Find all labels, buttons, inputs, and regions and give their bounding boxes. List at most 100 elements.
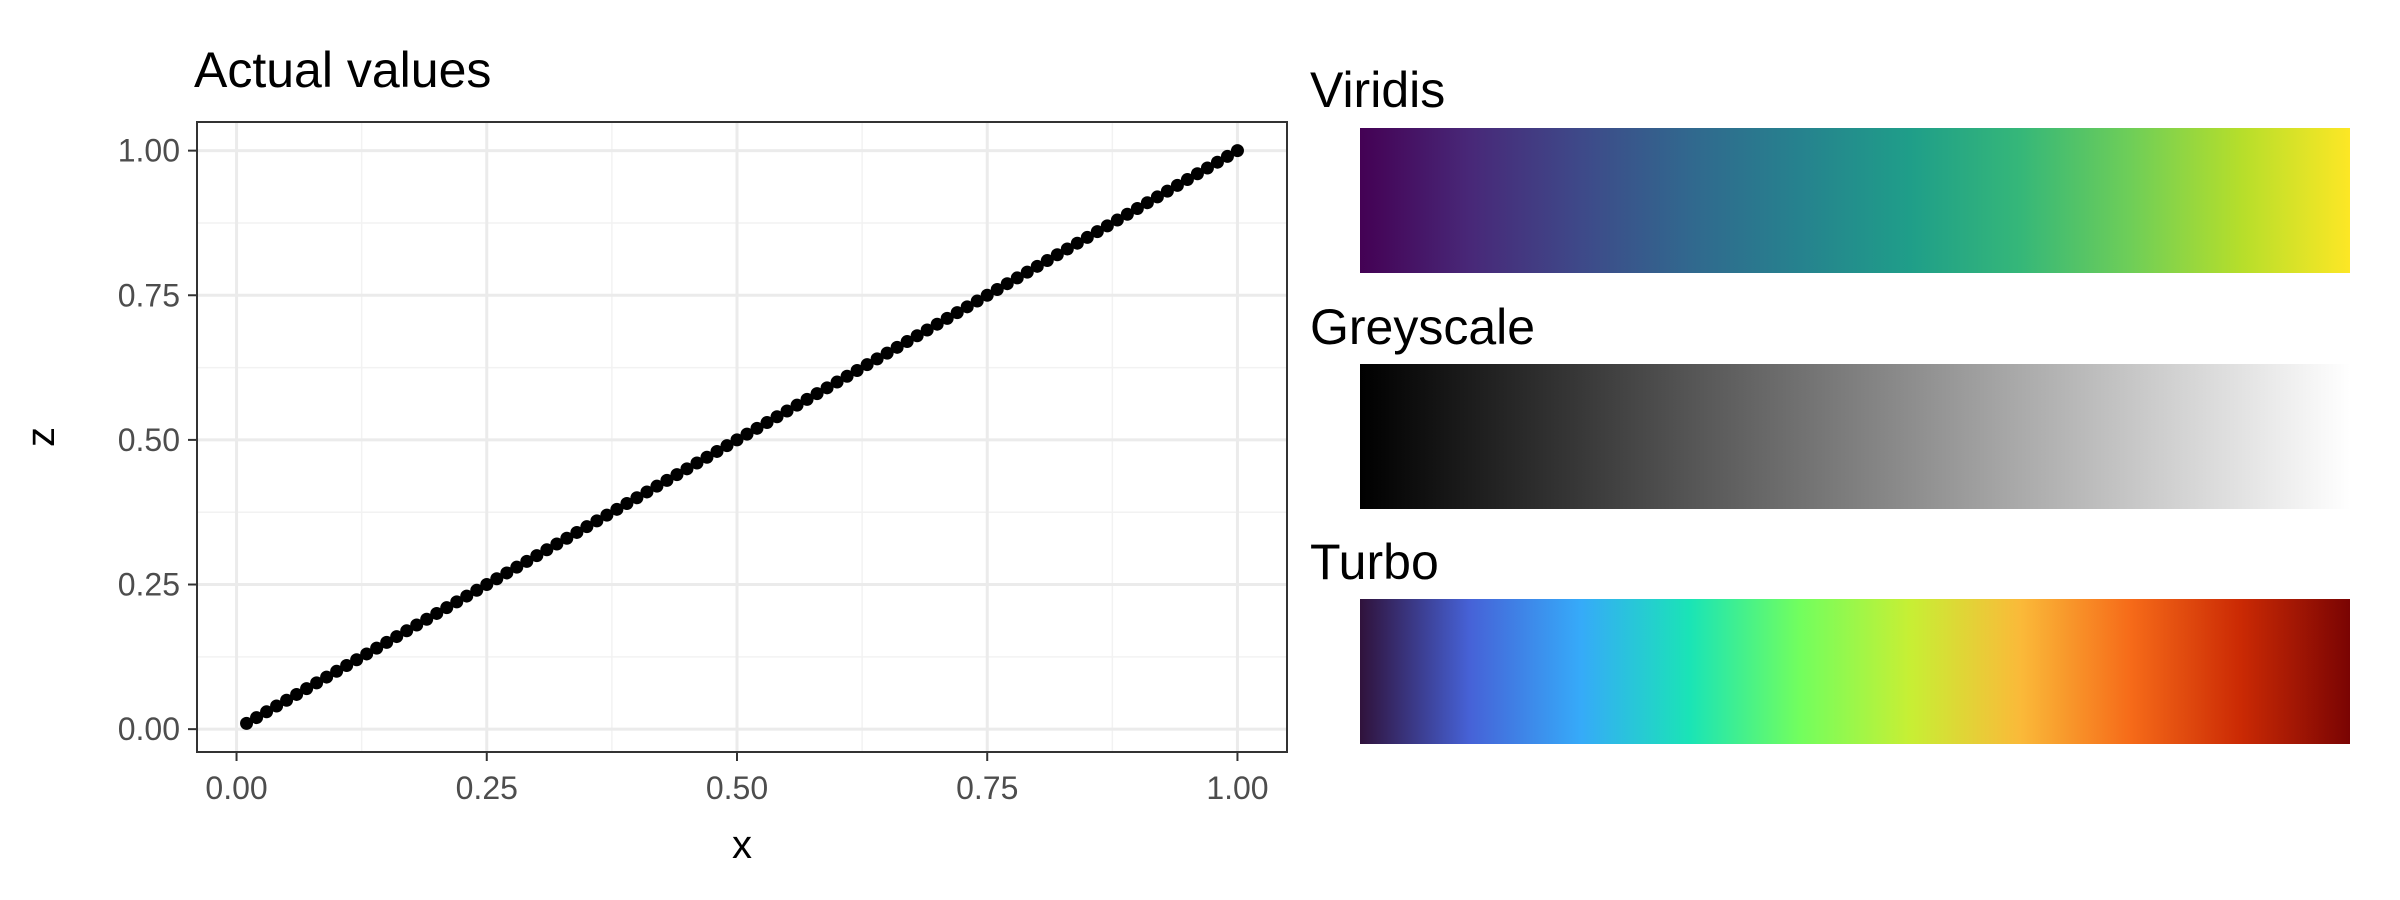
data-point [990,282,1004,296]
data-point [580,520,594,534]
data-point [590,514,604,528]
data-point [760,416,774,430]
data-point [620,497,634,511]
data-point [480,578,494,592]
data-point [1190,167,1204,181]
data-point [1170,178,1184,192]
data-point [1130,201,1144,215]
data-point [540,543,554,557]
data-point [400,624,414,638]
data-point [260,705,274,719]
data-point [550,537,564,551]
data-point [890,340,904,354]
data-point [420,612,434,626]
data-point [1120,207,1134,221]
data-point [640,485,654,499]
data-point [1000,277,1014,291]
data-point [410,618,424,632]
data-point [810,387,824,401]
y-tick-label: 1.00 [118,133,180,169]
data-point [830,375,844,389]
data-point [340,659,354,673]
x-tick-label: 0.75 [956,770,1018,806]
data-point [1040,254,1054,268]
data-point [610,502,624,516]
data-point [1230,144,1244,158]
data-point [1020,265,1034,279]
y-tick-label: 0.25 [118,567,180,603]
data-point [970,294,984,308]
data-point [510,560,524,574]
data-point [730,433,744,447]
data-point [960,300,974,314]
x-tick-label: 0.00 [205,770,267,806]
data-point [820,381,834,395]
data-point [380,635,394,649]
data-point [790,398,804,412]
data-point [1010,271,1024,285]
data-point [440,601,454,615]
data-point [1100,219,1114,233]
y-tick-label: 0.00 [118,711,180,747]
data-point [930,317,944,331]
data-point [850,363,864,377]
y-tick-label: 0.50 [118,422,180,458]
data-point [940,311,954,325]
data-point [750,421,764,435]
data-point [250,711,264,725]
data-point [500,566,514,580]
data-point [520,554,534,568]
data-point [650,479,664,493]
data-point [1220,149,1234,163]
data-point [770,410,784,424]
plot-title: Actual values [194,42,491,98]
data-point [1050,248,1064,262]
data-point [870,352,884,366]
data-point [330,664,344,678]
viridis-color-bar [1360,128,2350,273]
viridis-title: Viridis [1310,62,1446,118]
data-point [860,358,874,372]
y-axis-title: z [19,427,63,447]
x-axis-title: x [732,823,752,867]
turbo-color-bar [1360,599,2350,744]
data-point [530,549,544,563]
data-point [740,427,754,441]
data-point [280,693,294,707]
data-point [350,653,364,667]
scatter-plot-panel: Actual values 0.00 0.25 0.50 0.75 1.00 0.00 0.… [19,42,1288,867]
data-point [1200,161,1214,175]
data-point [490,572,504,586]
data-point [950,306,964,320]
scatter-plot: Actual values 0.00 0.25 0.50 0.75 1.00 0.00 0.… [19,42,1288,867]
data-point [450,595,464,609]
data-point [920,323,934,337]
data-point [600,508,614,522]
greyscale-title: Greyscale [1310,299,1536,355]
data-point [370,641,384,655]
data-point [880,346,894,360]
data-point [710,444,724,458]
data-point [900,335,914,349]
data-point [660,473,674,487]
data-point [700,450,714,464]
data-point [430,606,444,620]
data-point [1080,230,1094,244]
data-point [1140,196,1154,210]
x-tick-label: 0.50 [706,770,768,806]
data-point [360,647,374,661]
data-point [470,583,484,597]
data-point [840,369,854,383]
plot-border [196,121,1288,753]
data-point [670,468,684,482]
data-points [240,144,1244,730]
data-point [680,462,694,476]
data-point [980,288,994,302]
data-point [910,329,924,343]
data-point [570,525,584,539]
data-point [1180,173,1194,187]
data-point [460,589,474,603]
greyscale-color-bar [1360,364,2350,509]
data-point [1150,190,1164,204]
data-point [1060,242,1074,256]
